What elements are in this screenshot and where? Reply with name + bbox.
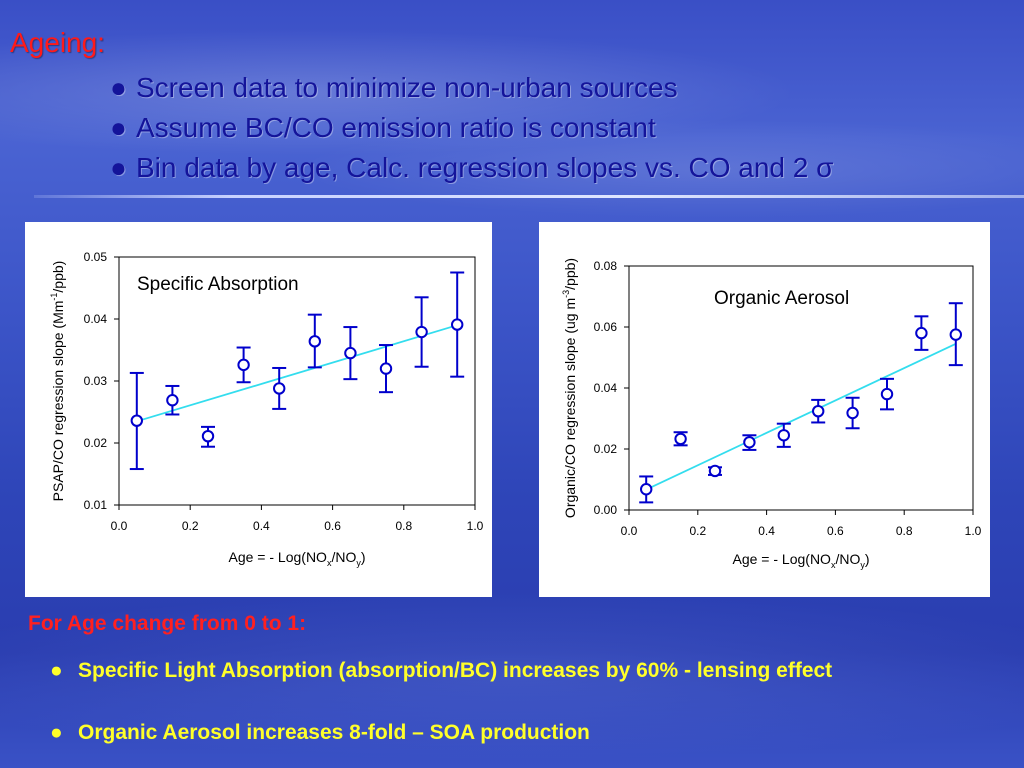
bullet-dot: ● xyxy=(50,659,63,682)
regression-fit-line xyxy=(136,324,458,423)
bullet-dot: ● xyxy=(110,72,127,103)
divider-line xyxy=(34,195,1024,198)
data-point xyxy=(708,464,722,478)
y-tick-label: 0.06 xyxy=(594,320,618,334)
data-point xyxy=(451,318,464,331)
data-point xyxy=(237,358,250,372)
y-tick-label: 0.02 xyxy=(594,442,618,456)
y-tick-label: 0.05 xyxy=(84,250,108,264)
slide-title: Ageing: xyxy=(10,27,105,58)
data-point xyxy=(379,362,393,375)
x-tick-label: 0.0 xyxy=(111,519,128,533)
conclusion-bullet: ● Specific Light Absorption (absorption/B… xyxy=(50,656,832,686)
data-point xyxy=(640,483,653,496)
data-point xyxy=(674,432,687,446)
y-tick-label: 0.04 xyxy=(594,381,618,395)
x-tick-label: 0.2 xyxy=(689,524,706,538)
x-tick-label: 0.6 xyxy=(324,519,341,533)
x-tick-label: 0.6 xyxy=(827,524,844,538)
conclusion-bullet-text: Organic Aerosol increases 8-fold – SOA p… xyxy=(78,721,590,744)
y-tick-label: 0.00 xyxy=(594,503,618,517)
organic-aerosol-chart-panel: 0.0 0.2 0.4 0.6 0.8 1.0 0.00 0.02 0.04 0.06 0.08 Or… xyxy=(539,222,990,597)
x-tick-label: 0.4 xyxy=(253,519,270,533)
x-tick-label: 0.4 xyxy=(758,524,775,538)
x-tick-label: 0.8 xyxy=(395,519,412,533)
conclusion-bullet-text: Specific Light Absorption (absorption/BC… xyxy=(78,659,833,682)
specific-absorption-chart: 0.0 0.2 0.4 0.6 0.8 1.0 0.01 0.02 0.03 0.04 0.05 Sp… xyxy=(49,250,484,568)
data-point xyxy=(308,335,321,348)
x-tick-label: 0.0 xyxy=(621,524,638,538)
x-axis-label: Age = - Log(NOx/NOy) xyxy=(229,549,366,568)
x-tick-label: 0.2 xyxy=(182,519,199,533)
method-bullet-text: Screen data to minimize non-urban source… xyxy=(136,72,678,103)
method-bullet: ● Assume BC/CO emission ratio is constant xyxy=(110,108,833,148)
method-bullet-text: Bin data by age, Calc. regression slopes… xyxy=(136,152,834,183)
data-point xyxy=(880,387,894,401)
y-tick-label: 0.03 xyxy=(84,374,108,388)
conclusion-bullet: ● Organic Aerosol increases 8-fold – SOA … xyxy=(50,718,832,748)
data-point xyxy=(915,326,928,340)
data-point xyxy=(130,414,144,427)
regression-fit-line xyxy=(645,342,957,491)
data-point xyxy=(166,394,179,407)
y-axis-label: Organic/CO regression slope (ug m-3/ppb) xyxy=(561,258,578,518)
data-point xyxy=(846,406,859,420)
method-bullet: ● Bin data by age, Calc. regression slope… xyxy=(110,148,833,188)
conclusion-bullet-list: ● Specific Light Absorption (absorption/B… xyxy=(50,656,832,748)
data-point xyxy=(273,382,286,395)
specific-absorption-chart-panel: 0.0 0.2 0.4 0.6 0.8 1.0 0.01 0.02 0.03 0.04 0.05 Sp… xyxy=(25,222,492,597)
y-tick-label: 0.08 xyxy=(594,259,618,273)
x-tick-label: 1.0 xyxy=(965,524,982,538)
footer-heading: For Age change from 0 to 1: xyxy=(28,612,307,635)
data-point xyxy=(201,429,215,443)
data-point xyxy=(949,328,962,341)
y-tick-label: 0.01 xyxy=(84,498,108,512)
data-point xyxy=(743,436,756,449)
bullet-dot: ● xyxy=(50,721,63,744)
x-tick-label: 1.0 xyxy=(467,519,484,533)
y-tick-label: 0.04 xyxy=(84,312,108,326)
organic-aerosol-chart: 0.0 0.2 0.4 0.6 0.8 1.0 0.00 0.02 0.04 0.06 0.08 Or… xyxy=(561,258,982,570)
method-bullet-list: ● Screen data to minimize non-urban sourc… xyxy=(110,68,833,188)
method-bullet: ● Screen data to minimize non-urban sourc… xyxy=(110,68,833,108)
y-tick-label: 0.02 xyxy=(84,436,108,450)
data-point xyxy=(415,325,428,339)
data-point xyxy=(812,404,825,418)
data-point xyxy=(777,429,791,442)
data-point xyxy=(344,346,357,360)
bullet-dot: ● xyxy=(110,152,127,183)
bullet-dot: ● xyxy=(110,112,127,143)
chart-annotation: Organic Aerosol xyxy=(714,288,849,309)
x-axis-label: Age = - Log(NOx/NOy) xyxy=(733,551,870,570)
y-axis-label: PSAP/CO regression slope (Mm-1/ppb) xyxy=(49,261,66,502)
x-tick-label: 0.8 xyxy=(896,524,913,538)
chart-annotation: Specific Absorption xyxy=(137,274,299,295)
method-bullet-text: Assume BC/CO emission ratio is constant xyxy=(136,112,656,143)
